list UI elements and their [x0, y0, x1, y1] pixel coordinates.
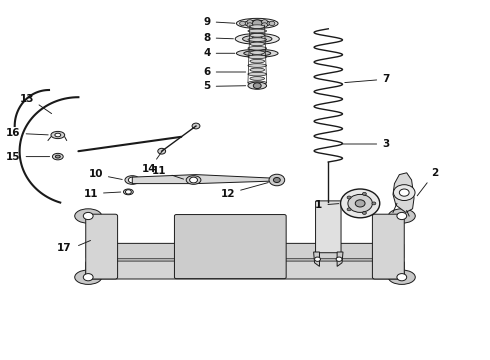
Ellipse shape	[74, 209, 102, 223]
Ellipse shape	[52, 153, 63, 160]
Circle shape	[252, 20, 262, 27]
Circle shape	[372, 202, 376, 205]
Ellipse shape	[250, 59, 265, 63]
Circle shape	[252, 50, 262, 57]
FancyBboxPatch shape	[316, 201, 341, 253]
Ellipse shape	[248, 64, 267, 67]
Text: 3: 3	[343, 139, 390, 149]
Text: 13: 13	[20, 94, 34, 104]
Ellipse shape	[250, 51, 265, 54]
Text: 6: 6	[203, 67, 245, 77]
Ellipse shape	[244, 51, 271, 56]
Ellipse shape	[248, 38, 267, 41]
Ellipse shape	[186, 176, 201, 184]
Circle shape	[262, 20, 268, 24]
Text: 11: 11	[152, 166, 184, 179]
Circle shape	[125, 190, 131, 194]
Circle shape	[347, 208, 351, 211]
Ellipse shape	[51, 131, 65, 139]
Circle shape	[399, 189, 409, 196]
Text: 11: 11	[83, 189, 121, 199]
Ellipse shape	[250, 68, 265, 72]
Polygon shape	[314, 252, 319, 266]
Ellipse shape	[248, 55, 267, 59]
Ellipse shape	[248, 81, 267, 85]
Ellipse shape	[248, 82, 267, 89]
Circle shape	[393, 185, 415, 201]
Circle shape	[363, 212, 367, 215]
Circle shape	[347, 196, 351, 199]
Ellipse shape	[74, 270, 102, 284]
Ellipse shape	[55, 155, 60, 158]
Text: 9: 9	[203, 17, 235, 27]
Text: 2: 2	[417, 168, 439, 196]
Text: 4: 4	[203, 48, 235, 58]
Ellipse shape	[125, 176, 140, 184]
Circle shape	[247, 23, 253, 27]
Ellipse shape	[250, 42, 265, 46]
Circle shape	[190, 177, 197, 183]
Circle shape	[341, 189, 380, 218]
Circle shape	[240, 21, 245, 26]
Ellipse shape	[243, 35, 272, 42]
Circle shape	[252, 35, 262, 42]
Polygon shape	[337, 252, 343, 266]
Text: 14: 14	[142, 150, 163, 174]
Text: 10: 10	[88, 169, 122, 180]
Text: 17: 17	[56, 243, 71, 253]
Circle shape	[348, 194, 372, 212]
Polygon shape	[132, 175, 284, 184]
Ellipse shape	[250, 25, 265, 28]
Text: 7: 7	[345, 74, 390, 84]
Ellipse shape	[235, 33, 279, 44]
Circle shape	[273, 177, 280, 183]
Text: 15: 15	[6, 152, 49, 162]
Ellipse shape	[250, 77, 265, 80]
Circle shape	[158, 148, 166, 154]
Circle shape	[336, 257, 342, 261]
Ellipse shape	[248, 46, 267, 50]
Ellipse shape	[123, 189, 133, 195]
Text: 8: 8	[203, 33, 233, 43]
Circle shape	[355, 200, 365, 207]
FancyBboxPatch shape	[174, 215, 286, 279]
Ellipse shape	[250, 33, 265, 37]
Ellipse shape	[244, 20, 271, 27]
Text: 12: 12	[220, 183, 269, 199]
Circle shape	[192, 123, 200, 129]
FancyBboxPatch shape	[86, 214, 118, 279]
Circle shape	[315, 257, 320, 261]
Circle shape	[128, 177, 136, 183]
Ellipse shape	[55, 133, 61, 137]
Circle shape	[397, 274, 407, 281]
Text: 5: 5	[203, 81, 245, 91]
Text: 1: 1	[315, 200, 339, 210]
FancyBboxPatch shape	[372, 214, 404, 279]
Ellipse shape	[388, 209, 415, 223]
Ellipse shape	[388, 270, 415, 284]
FancyBboxPatch shape	[86, 261, 404, 279]
Circle shape	[269, 21, 275, 26]
Ellipse shape	[237, 18, 278, 28]
Circle shape	[363, 192, 367, 195]
Circle shape	[83, 212, 93, 220]
Circle shape	[253, 83, 261, 89]
Ellipse shape	[248, 72, 267, 76]
Circle shape	[83, 274, 93, 281]
Ellipse shape	[237, 49, 278, 57]
Text: 16: 16	[6, 128, 48, 138]
FancyBboxPatch shape	[86, 243, 404, 259]
Circle shape	[397, 212, 407, 220]
Polygon shape	[393, 173, 414, 212]
Ellipse shape	[248, 29, 267, 33]
Circle shape	[269, 174, 285, 186]
Circle shape	[262, 23, 268, 27]
Circle shape	[247, 20, 253, 24]
